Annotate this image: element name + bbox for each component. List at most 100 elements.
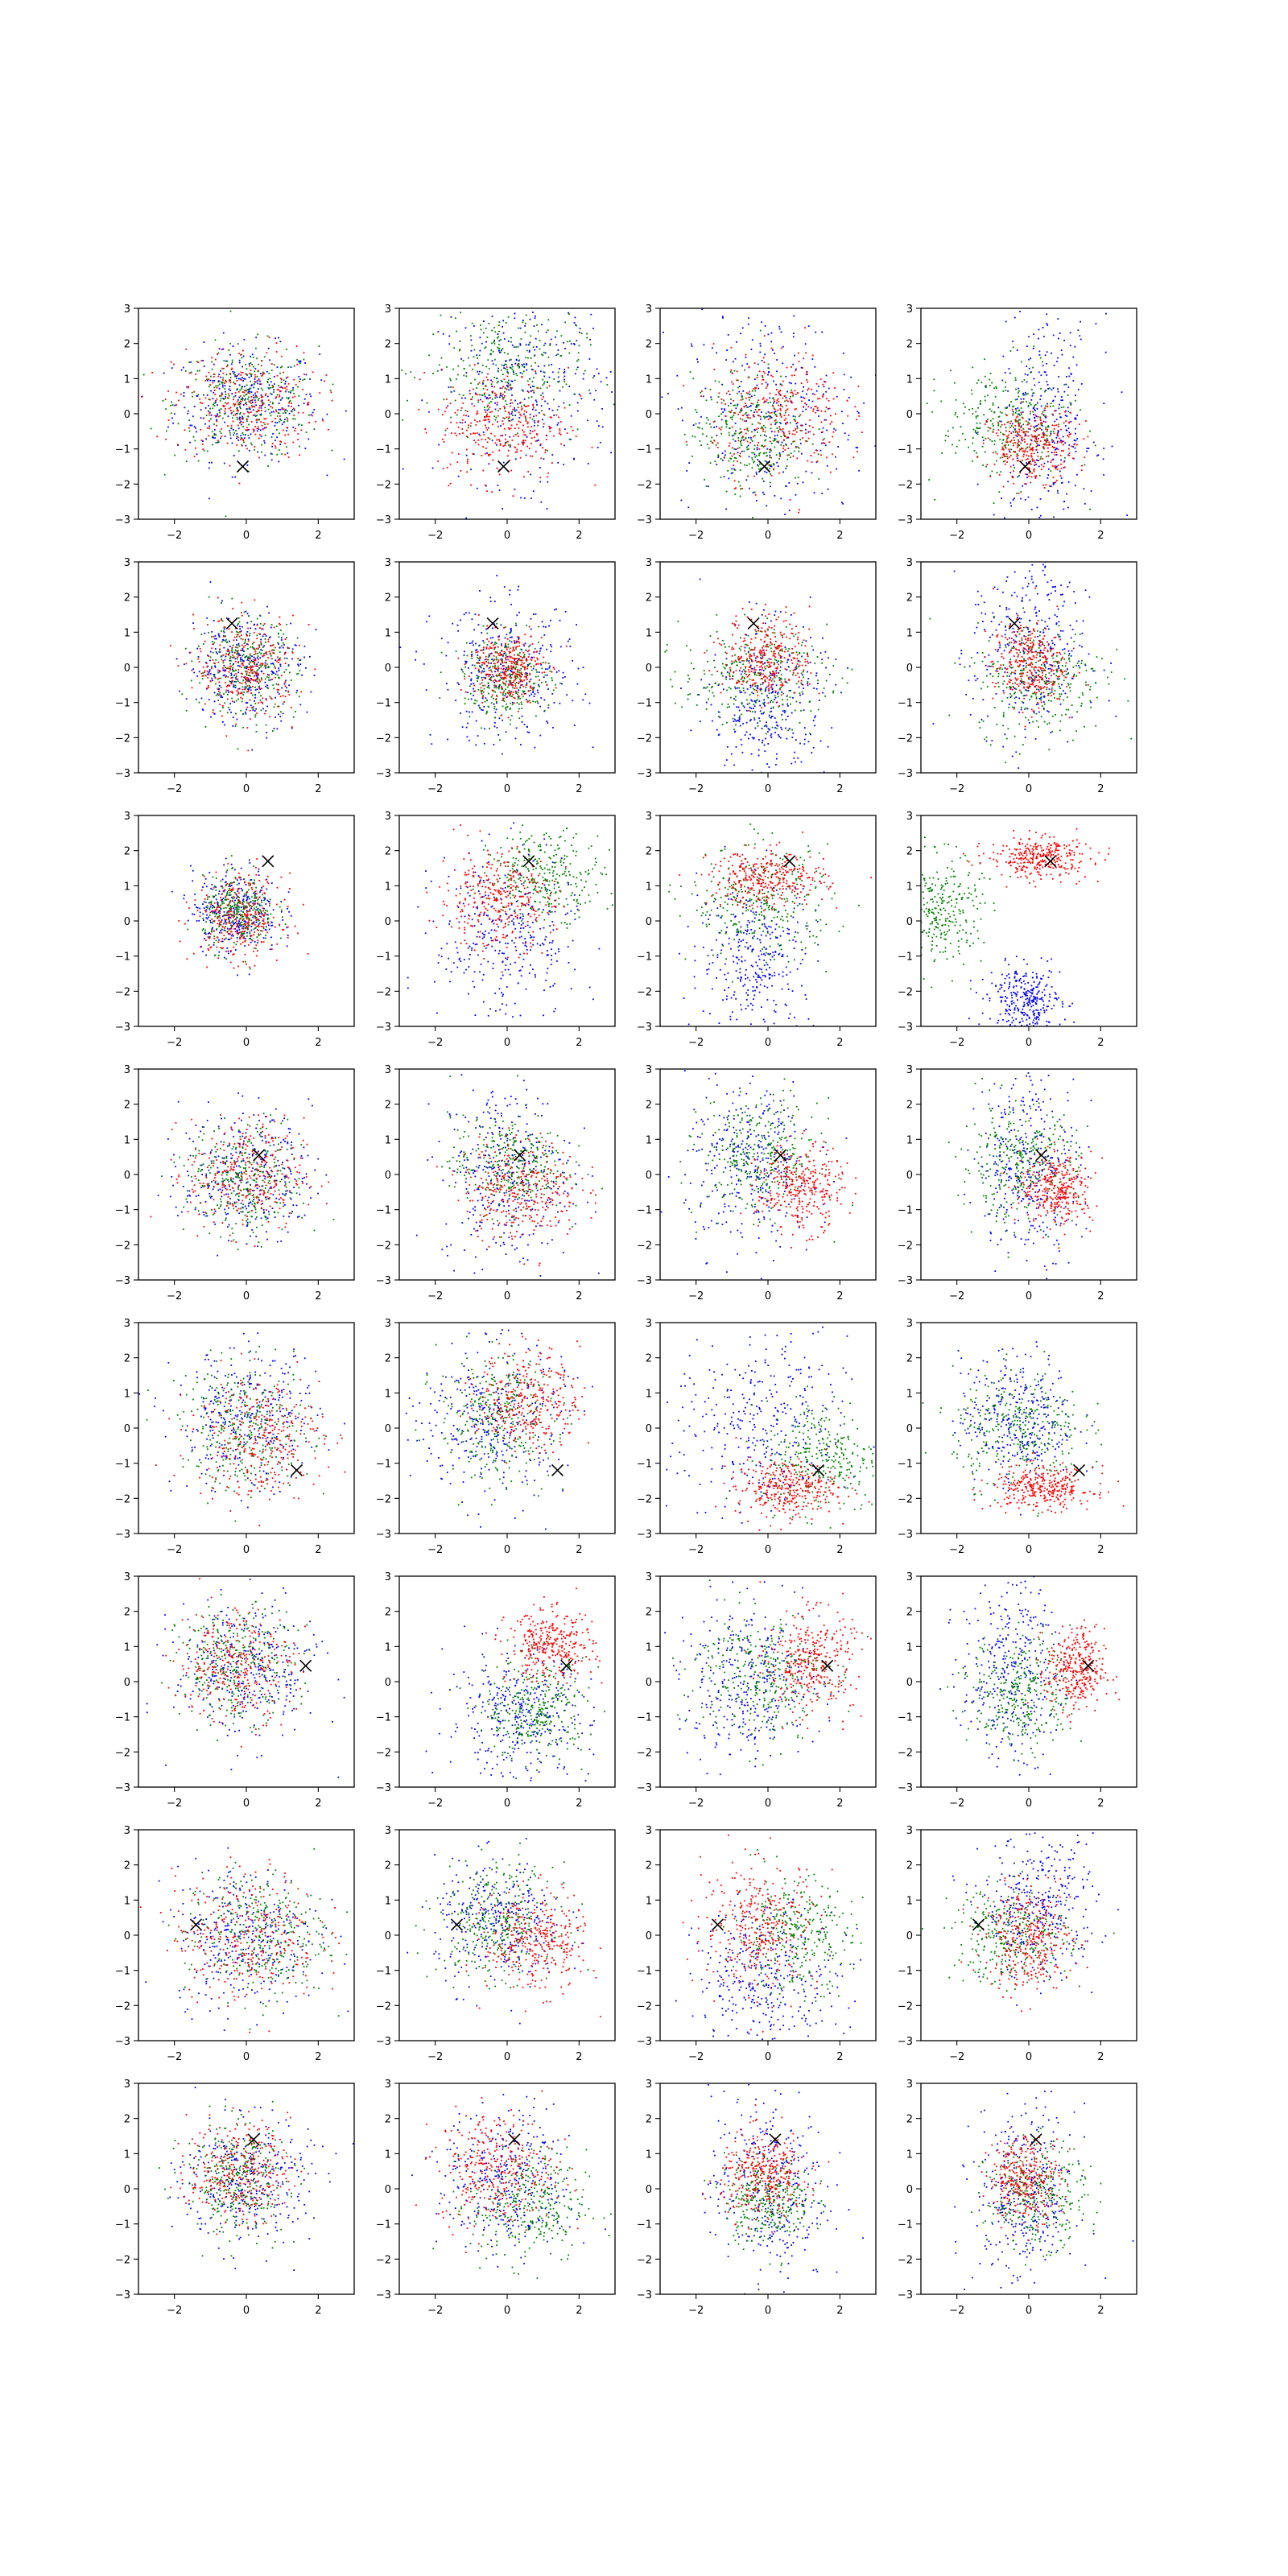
scatter-point xyxy=(442,468,444,470)
scatter-point xyxy=(229,680,231,683)
scatter-point xyxy=(1056,434,1059,436)
scatter-point xyxy=(257,333,258,336)
scatter-point xyxy=(271,445,273,448)
scatter-point xyxy=(1095,323,1097,325)
scatter-point xyxy=(218,387,221,390)
scatter-point xyxy=(263,653,265,654)
scatter-point xyxy=(745,402,746,404)
scatter-point xyxy=(1014,419,1017,421)
scatter-point xyxy=(745,432,747,435)
scatter-point xyxy=(1005,427,1007,428)
scatter-point xyxy=(1014,431,1017,433)
scatter-point xyxy=(205,662,207,663)
scatter-point xyxy=(1030,357,1032,360)
scatter-point xyxy=(748,456,750,458)
scatter-point xyxy=(758,404,760,406)
scatter-point xyxy=(230,424,233,427)
scatter-point xyxy=(829,471,832,473)
scatter-point xyxy=(509,593,510,596)
scatter-point xyxy=(1029,462,1030,464)
scatter-point xyxy=(291,411,293,413)
scatter-point xyxy=(255,336,258,339)
scatter-point xyxy=(257,661,259,663)
scatter-point xyxy=(200,634,203,635)
scatter-point xyxy=(1042,420,1045,423)
scatter-point xyxy=(521,409,522,411)
scatter-point xyxy=(996,432,997,434)
scatter-point xyxy=(495,416,497,419)
scatter-point xyxy=(150,427,152,430)
scatter-point xyxy=(1052,430,1055,432)
scatter-point xyxy=(563,402,565,404)
scatter-point xyxy=(1074,345,1076,348)
scatter-point xyxy=(256,430,258,432)
scatter-point xyxy=(535,372,537,374)
scatter-point xyxy=(1005,430,1007,432)
scatter-point xyxy=(297,663,299,666)
scatter-point xyxy=(305,431,308,433)
scatter-point xyxy=(250,621,253,623)
scatter-point xyxy=(237,408,238,411)
scatter-point xyxy=(192,436,195,438)
scatter-point xyxy=(511,368,514,370)
scatter-point xyxy=(526,672,528,675)
scatter-point xyxy=(295,427,296,430)
scatter-point xyxy=(488,323,490,324)
scatter-point xyxy=(232,691,233,694)
scatter-point xyxy=(1029,448,1031,451)
scatter-point xyxy=(857,411,859,413)
scatter-point xyxy=(776,440,778,443)
scatter-point xyxy=(482,640,485,642)
scatter-point xyxy=(795,446,797,448)
scatter-point xyxy=(557,422,559,424)
scatter-point xyxy=(237,671,240,674)
scatter-point xyxy=(273,391,275,393)
scatter-point xyxy=(542,644,543,646)
scatter-point xyxy=(236,658,238,660)
scatter-point xyxy=(213,662,215,664)
scatter-point xyxy=(539,467,541,469)
scatter-point xyxy=(193,628,195,630)
scatter-point xyxy=(791,443,793,445)
scatter-point xyxy=(557,461,559,464)
scatter-point xyxy=(214,663,216,665)
scatter-point xyxy=(1034,384,1036,386)
scatter-point xyxy=(258,702,259,704)
scatter-point xyxy=(795,477,797,479)
scatter-point xyxy=(731,419,733,421)
scatter-point xyxy=(620,384,621,386)
scatter-point xyxy=(278,408,280,411)
scatter-point xyxy=(1030,411,1031,413)
scatter-point xyxy=(236,400,238,402)
scatter-point xyxy=(526,731,529,733)
scatter-point xyxy=(522,370,525,373)
scatter-point xyxy=(289,671,291,674)
scatter-point xyxy=(253,624,255,626)
scatter-point xyxy=(1022,460,1023,462)
scatter-point xyxy=(250,396,253,398)
scatter-point xyxy=(282,387,284,390)
scatter-point xyxy=(485,415,488,417)
scatter-point xyxy=(778,404,779,407)
scatter-point xyxy=(754,456,756,458)
scatter-point xyxy=(774,408,776,411)
scatter-point xyxy=(557,349,559,351)
scatter-point xyxy=(527,357,529,359)
scatter-point xyxy=(234,414,237,416)
scatter-point xyxy=(261,451,262,453)
scatter-point xyxy=(754,387,757,390)
scatter-point xyxy=(985,375,986,378)
scatter-point xyxy=(285,377,287,379)
scatter-point xyxy=(485,697,487,700)
scatter-point xyxy=(780,497,782,500)
scatter-point xyxy=(511,387,513,389)
scatter-point xyxy=(776,370,778,373)
scatter-point xyxy=(1017,476,1019,478)
scatter-point xyxy=(765,412,767,415)
scatter-point xyxy=(532,386,534,387)
scatter-point xyxy=(587,463,589,464)
scatter-point xyxy=(1022,394,1024,396)
scatter-point xyxy=(197,646,200,647)
scatter-point xyxy=(1015,388,1017,390)
scatter-point xyxy=(760,427,762,430)
